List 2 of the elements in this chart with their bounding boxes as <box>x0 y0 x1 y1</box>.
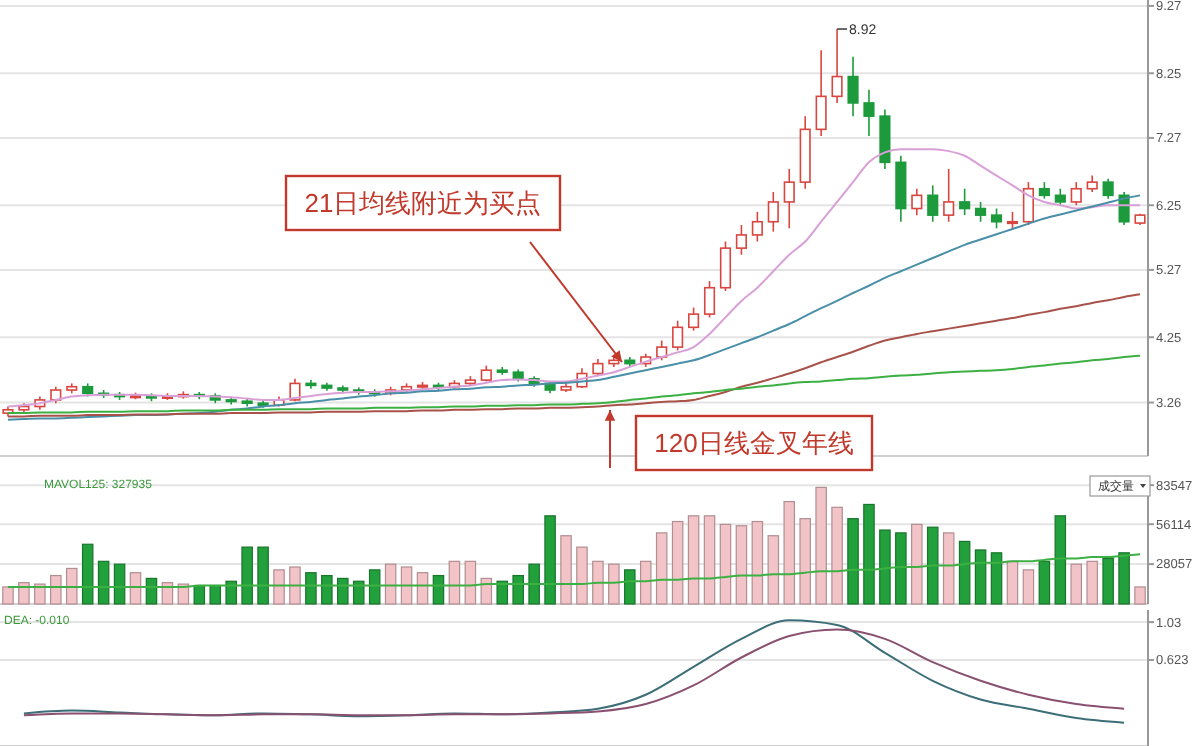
annotation: 120日线金叉年线 <box>654 428 854 459</box>
annotation: 21日均线附近为买点 <box>304 188 542 219</box>
